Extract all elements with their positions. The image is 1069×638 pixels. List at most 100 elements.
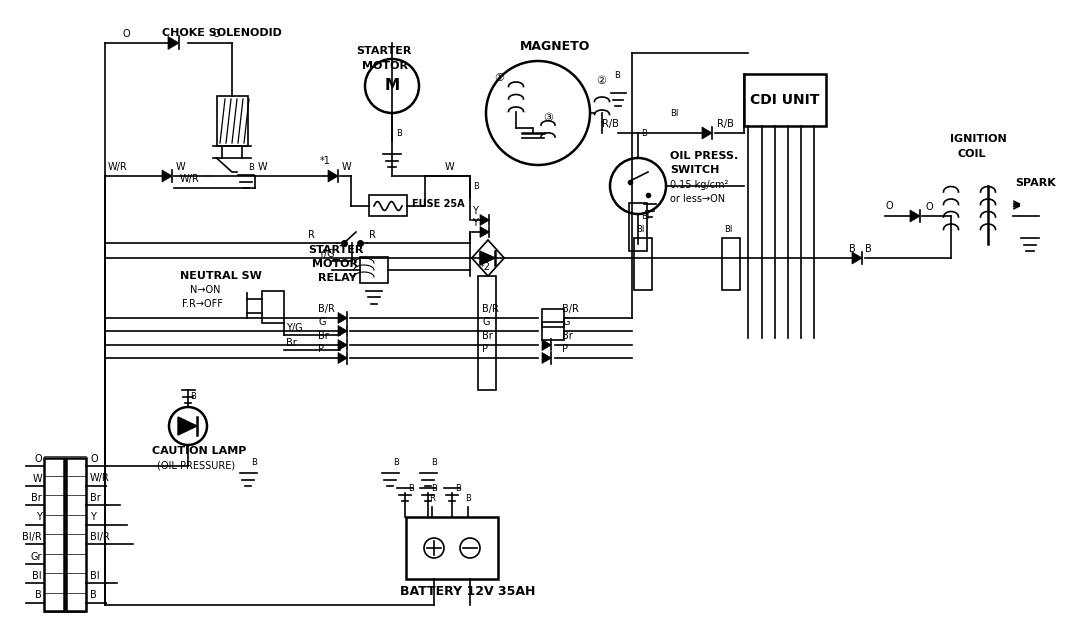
Text: B/R: B/R [482, 304, 499, 314]
Text: O: O [34, 454, 42, 464]
Polygon shape [910, 210, 920, 222]
Text: B: B [849, 244, 856, 254]
Polygon shape [328, 170, 338, 182]
Text: B: B [408, 484, 414, 493]
Text: SPARK: SPARK [1014, 178, 1056, 188]
Bar [542, 322, 564, 340]
Text: Y/G: Y/G [317, 249, 335, 259]
Text: B: B [431, 458, 437, 467]
Polygon shape [338, 325, 347, 336]
Text: P: P [562, 344, 568, 354]
Text: B: B [641, 129, 647, 138]
Text: Y: Y [90, 512, 96, 523]
Bar [478, 276, 496, 390]
Text: STARTER: STARTER [356, 46, 412, 56]
Text: MOTOR: MOTOR [312, 259, 358, 269]
Text: B: B [614, 71, 620, 80]
Text: MOTOR: MOTOR [362, 61, 408, 71]
Bar [44, 458, 64, 611]
Text: W: W [32, 473, 42, 484]
Text: MAGNETO: MAGNETO [520, 40, 590, 53]
Text: ①: ① [494, 73, 503, 83]
Bar [217, 96, 248, 146]
Polygon shape [852, 252, 863, 264]
Bar [360, 257, 388, 283]
Text: G: G [482, 317, 490, 327]
Text: B: B [865, 244, 871, 254]
Bar [629, 203, 647, 251]
Text: STARTER: STARTER [308, 245, 363, 255]
Text: B/R: B/R [562, 304, 579, 314]
Text: *1: *1 [320, 156, 331, 166]
Text: BI: BI [641, 212, 649, 221]
Polygon shape [338, 353, 347, 364]
Text: W/R: W/R [108, 162, 128, 172]
Text: Y/G: Y/G [286, 323, 303, 333]
Text: B: B [455, 484, 461, 493]
Text: B: B [251, 458, 257, 467]
Text: SWITCH: SWITCH [670, 165, 719, 175]
Text: R: R [308, 230, 315, 240]
Text: Y: Y [472, 218, 478, 228]
Text: R/B: R/B [717, 119, 734, 129]
Text: B: B [190, 392, 196, 401]
Text: FUSE 25A: FUSE 25A [412, 199, 465, 209]
Text: B: B [393, 458, 399, 467]
Bar [262, 291, 284, 323]
Bar [542, 309, 564, 327]
Bar [66, 458, 86, 611]
Text: CHOKE SOLENODID: CHOKE SOLENODID [162, 28, 282, 38]
Text: CAUTION LAMP: CAUTION LAMP [152, 446, 246, 456]
Text: BI: BI [90, 571, 99, 581]
Text: W/R: W/R [90, 473, 110, 484]
Text: R: R [429, 494, 435, 503]
Text: BI: BI [670, 109, 679, 118]
Text: ③: ③ [543, 113, 553, 123]
Polygon shape [542, 339, 552, 350]
Text: IGNITION: IGNITION [950, 134, 1007, 144]
Text: BATTERY 12V 35AH: BATTERY 12V 35AH [400, 585, 536, 598]
Text: R: R [369, 230, 376, 240]
Text: F.R→OFF: F.R→OFF [182, 299, 222, 309]
Text: Br: Br [317, 331, 329, 341]
Text: W: W [176, 162, 186, 172]
Text: R/B: R/B [602, 119, 619, 129]
Text: W: W [445, 162, 454, 172]
Text: B: B [465, 494, 471, 503]
Text: Br: Br [286, 338, 297, 348]
Text: W/R: W/R [180, 174, 200, 184]
Text: G: G [562, 317, 570, 327]
Bar [634, 238, 652, 290]
Bar [369, 195, 407, 216]
Text: BI: BI [636, 225, 645, 234]
Text: P: P [317, 344, 324, 354]
Text: G: G [317, 317, 325, 327]
Text: B: B [248, 163, 253, 172]
Text: B/R: B/R [317, 304, 335, 314]
Text: O: O [212, 29, 219, 39]
Text: *2: *2 [480, 262, 491, 272]
Text: W: W [342, 162, 352, 172]
Text: BI: BI [724, 225, 732, 234]
Bar [744, 74, 826, 126]
Text: B: B [396, 129, 402, 138]
Bar [722, 238, 740, 290]
Text: B: B [35, 591, 42, 600]
Polygon shape [480, 214, 490, 225]
Polygon shape [702, 127, 712, 139]
Text: M: M [385, 78, 400, 94]
Text: O: O [122, 29, 129, 39]
Text: BI/R: BI/R [90, 532, 110, 542]
Text: W: W [258, 162, 267, 172]
Text: (OIL PRESSURE): (OIL PRESSURE) [157, 460, 235, 470]
Text: Y: Y [472, 206, 478, 216]
Polygon shape [338, 313, 347, 323]
Text: B: B [90, 591, 97, 600]
Text: NEUTRAL SW: NEUTRAL SW [180, 271, 262, 281]
Text: Br: Br [482, 331, 493, 341]
Text: BI/R: BI/R [22, 532, 42, 542]
Text: B: B [431, 484, 437, 493]
Polygon shape [480, 251, 495, 265]
Polygon shape [179, 417, 197, 435]
Text: O: O [885, 201, 893, 211]
